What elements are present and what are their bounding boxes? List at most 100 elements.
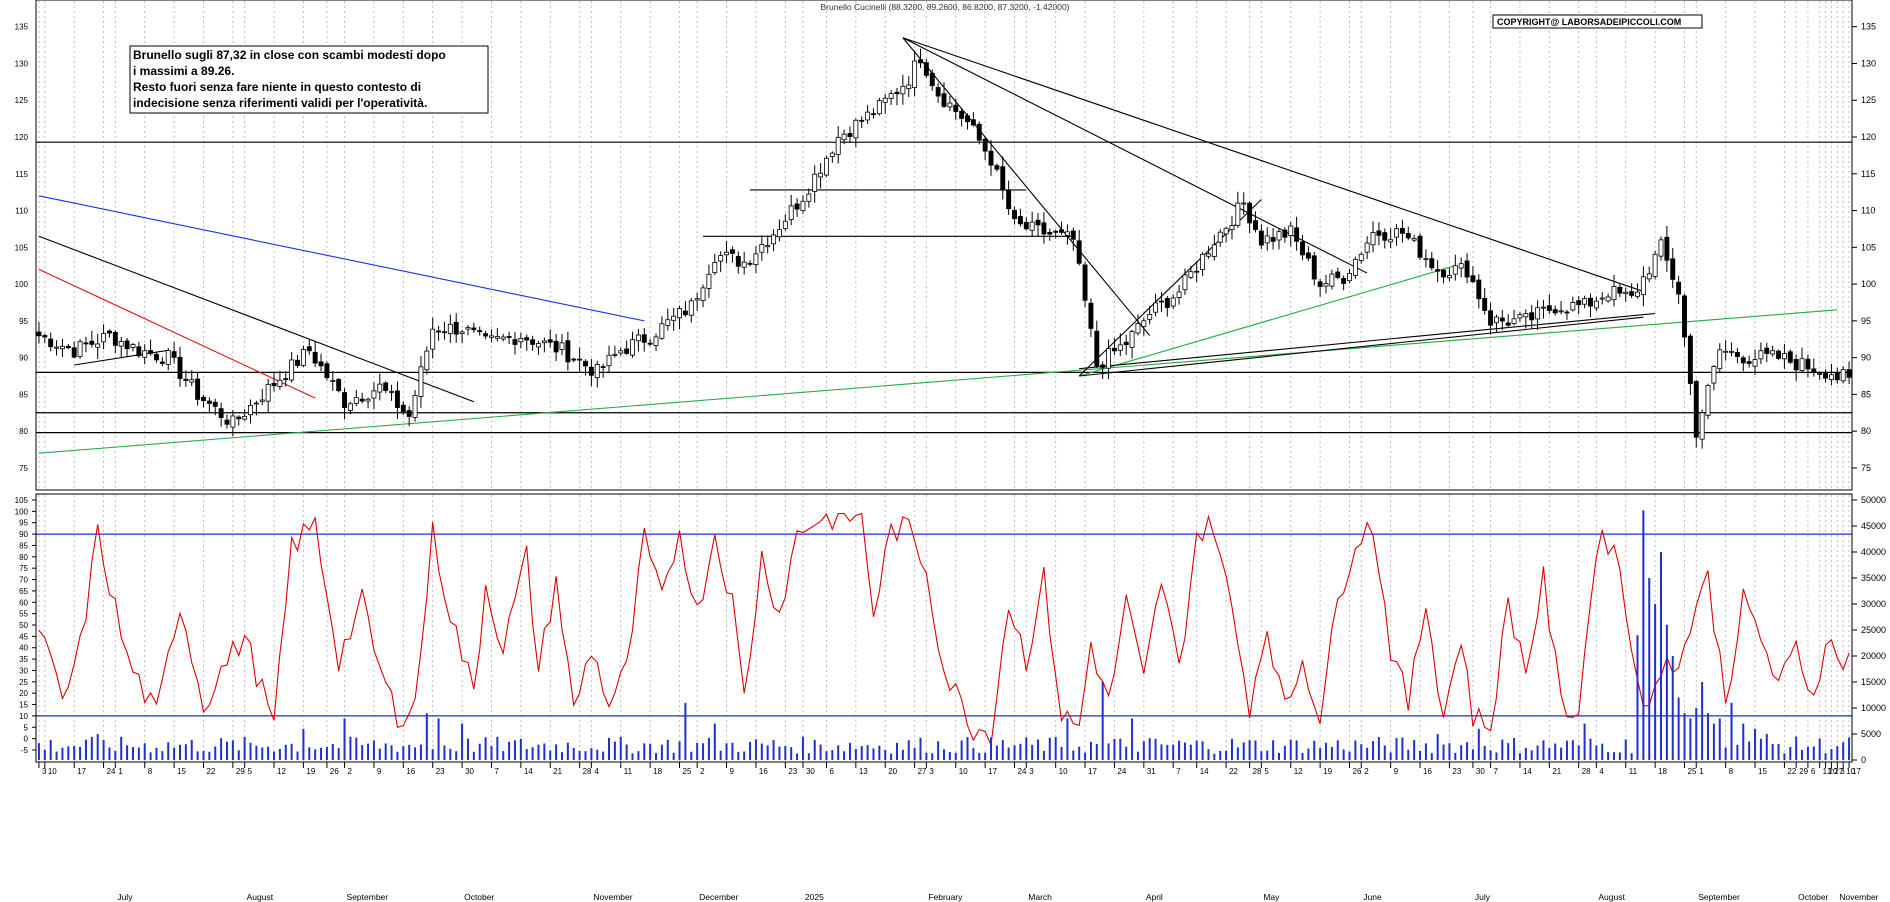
volume-bar — [220, 738, 223, 760]
candle-body — [871, 113, 876, 116]
candle-body — [1300, 241, 1305, 256]
candle-body — [1076, 240, 1082, 264]
candle-body — [541, 340, 547, 344]
volume-bar — [1095, 743, 1098, 760]
candle-body — [935, 87, 941, 97]
candle-body — [765, 245, 771, 248]
volume-bar — [1730, 702, 1733, 760]
volume-bar — [913, 747, 916, 760]
candle-body — [1170, 297, 1176, 307]
volume-bar — [555, 744, 558, 760]
volume-bar — [378, 748, 381, 760]
x-month-label: May — [1263, 892, 1280, 902]
candle-body — [306, 346, 312, 352]
candle-body — [1182, 274, 1188, 291]
candle-body — [365, 398, 371, 402]
price-panel-frame — [35, 0, 1853, 491]
x-tick-label: 11 — [624, 767, 633, 776]
x-tick-label: 21 — [1552, 767, 1561, 776]
candle-body — [1294, 227, 1300, 242]
candle-body — [1764, 347, 1770, 354]
candle-body — [994, 165, 1000, 170]
volume-bar — [1260, 751, 1263, 760]
volume-bar — [984, 752, 987, 760]
annotation-line-2: i massimi a 89.26. — [133, 64, 234, 78]
volume-bar — [43, 749, 46, 760]
volume-bar — [1430, 753, 1433, 760]
osc-y-label: 90 — [19, 530, 28, 539]
price-y-label-left: 115 — [15, 170, 28, 179]
candle-body — [735, 255, 741, 267]
price-y-label-left: 85 — [19, 390, 28, 399]
candle-body — [206, 400, 212, 404]
x-tick-label: 26 — [1353, 767, 1362, 776]
candle-body — [89, 340, 95, 345]
price-y-label: 130 — [1861, 58, 1876, 68]
price-y-label-left: 75 — [19, 464, 28, 473]
volume-bar — [1848, 737, 1851, 760]
volume-bar — [284, 744, 287, 760]
price-y-label-left: 135 — [15, 23, 29, 32]
candle-body — [1805, 358, 1811, 370]
candle-body — [1188, 271, 1194, 278]
candle-body — [682, 310, 688, 316]
volume-bar — [1025, 737, 1028, 760]
volume-bar — [625, 744, 628, 760]
x-tick-label: 29 — [236, 767, 245, 776]
candle-body — [453, 321, 459, 335]
candle-body — [1206, 253, 1211, 257]
volume-bar — [1630, 753, 1633, 760]
candle-body — [753, 253, 759, 265]
volume-bar — [155, 747, 158, 760]
trendline-green — [1079, 265, 1456, 377]
candle-body — [635, 334, 641, 342]
candle-body — [912, 60, 918, 89]
candle-body — [900, 85, 906, 95]
volume-bar — [1648, 578, 1651, 760]
volume-bar — [273, 751, 276, 760]
candle-body — [677, 308, 682, 319]
candle-body — [283, 378, 289, 380]
volume-bar — [102, 739, 105, 760]
candle-body — [588, 366, 594, 376]
volume-bar — [372, 740, 375, 760]
volume-bar — [1689, 718, 1692, 760]
candle-body — [289, 359, 295, 381]
candle-body — [342, 392, 348, 409]
candle-body — [1382, 232, 1388, 241]
volume-bar — [320, 747, 323, 760]
candle-body — [224, 419, 230, 425]
volume-bar — [255, 745, 258, 760]
x-tick-label: 26 — [330, 767, 339, 776]
volume-bar — [455, 751, 458, 760]
volume-bar — [872, 748, 875, 760]
price-y-label-left: 80 — [19, 427, 28, 436]
volume-bar — [1325, 742, 1328, 760]
volume-bar — [1131, 718, 1134, 760]
volume-bar — [1301, 753, 1304, 760]
volume-bar — [743, 751, 746, 760]
volume-bar — [519, 738, 522, 760]
volume-bar — [419, 744, 422, 760]
volume-bar — [578, 751, 581, 760]
volume-bar — [854, 749, 857, 760]
x-tick-label: 1 — [1699, 767, 1704, 776]
candle-body — [647, 342, 653, 345]
volume-bar — [960, 740, 963, 760]
volume-bar — [49, 739, 52, 760]
candle-body — [1776, 350, 1781, 359]
candle-body — [1729, 351, 1734, 353]
x-month-label: July — [1475, 892, 1491, 902]
x-tick-label: 22 — [206, 767, 215, 776]
candle-body — [230, 415, 236, 428]
candle-body — [500, 336, 506, 340]
candle-body — [559, 342, 565, 350]
volume-bar — [1812, 746, 1815, 760]
x-tick-label: 1 — [118, 767, 123, 776]
candle-body — [1211, 244, 1217, 257]
volume-bar — [1712, 723, 1715, 760]
volume-bar — [1783, 753, 1786, 760]
volume-bar — [525, 749, 528, 760]
volume-bar — [1560, 747, 1563, 760]
